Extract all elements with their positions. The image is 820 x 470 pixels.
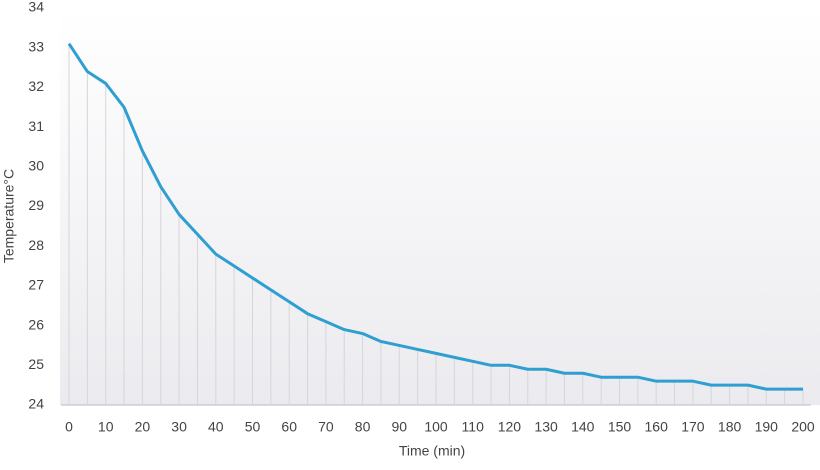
x-tick-label: 100 — [424, 419, 448, 435]
x-tick-label: 80 — [355, 419, 371, 435]
x-tick-label: 30 — [171, 419, 187, 435]
y-tick-label: 32 — [28, 78, 44, 94]
y-tick-label: 30 — [28, 158, 44, 174]
x-tick-label: 130 — [534, 419, 558, 435]
x-tick-label: 40 — [208, 419, 224, 435]
x-tick-label: 20 — [135, 419, 151, 435]
x-axis-title: Time (min) — [399, 443, 465, 459]
x-tick-label: 50 — [245, 419, 261, 435]
y-tick-label: 29 — [28, 197, 44, 213]
x-tick-label: 120 — [498, 419, 522, 435]
x-tick-label: 190 — [755, 419, 779, 435]
x-tick-label: 160 — [645, 419, 669, 435]
y-tick-label: 28 — [28, 237, 44, 253]
plot-background — [60, 8, 820, 405]
y-tick-label: 25 — [28, 356, 44, 372]
y-tick-label: 24 — [28, 396, 44, 412]
y-tick-label: 33 — [28, 38, 44, 54]
x-tick-label: 0 — [65, 419, 73, 435]
x-tick-label: 90 — [392, 419, 408, 435]
x-tick-label: 200 — [791, 419, 815, 435]
y-tick-label: 27 — [28, 277, 44, 293]
x-tick-label: 180 — [718, 419, 742, 435]
y-axis-title: Temperature°C — [1, 169, 17, 263]
x-tick-label: 170 — [681, 419, 705, 435]
x-tick-label: 140 — [571, 419, 595, 435]
y-tick-label: 34 — [28, 0, 44, 15]
x-tick-label: 60 — [281, 419, 297, 435]
x-tick-label: 110 — [462, 419, 485, 435]
data-line — [67, 42, 803, 391]
x-tick-label: 70 — [318, 419, 334, 435]
y-tick-label: 31 — [28, 118, 44, 134]
y-tick-label: 26 — [28, 316, 44, 332]
x-tick-label: 10 — [98, 419, 114, 435]
x-tick-label: 150 — [608, 419, 632, 435]
